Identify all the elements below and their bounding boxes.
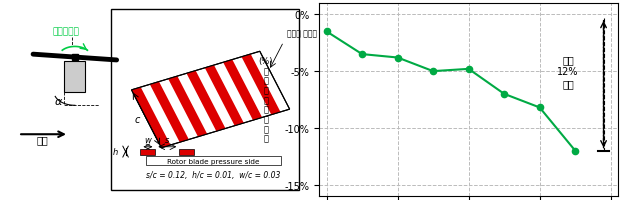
Text: 최대
12%
감소: 최대 12% 감소 — [557, 55, 579, 88]
Polygon shape — [241, 55, 280, 115]
Text: h: h — [113, 147, 118, 156]
Polygon shape — [150, 82, 189, 143]
Polygon shape — [132, 52, 290, 148]
Text: Rotor blade pressure side: Rotor blade pressure side — [167, 158, 260, 164]
Polygon shape — [223, 60, 262, 121]
Bar — [110, 10, 298, 190]
Text: s/c = 0.12,  h/c = 0.01,  w/c = 0.03: s/c = 0.12, h/c = 0.01, w/c = 0.03 — [147, 170, 281, 179]
Polygon shape — [132, 88, 170, 148]
Text: 피칭모멘트: 피칭모멘트 — [52, 28, 79, 37]
Bar — [179, 149, 194, 156]
Text: w: w — [145, 135, 152, 144]
Polygon shape — [168, 77, 207, 137]
Polygon shape — [187, 71, 225, 132]
Text: $\alpha$: $\alpha$ — [54, 96, 63, 106]
Text: 유동: 유동 — [36, 134, 48, 144]
Text: c: c — [135, 114, 140, 124]
Polygon shape — [205, 66, 244, 126]
Text: (%)
예
취
모
멘
트
변
화
율: (%) 예 취 모 멘 트 변 화 율 — [258, 57, 273, 143]
Bar — [140, 149, 155, 156]
Text: 종방향 스트립: 종방향 스트립 — [286, 30, 317, 39]
Text: s: s — [165, 135, 170, 144]
Bar — [64, 62, 85, 92]
Bar — [147, 157, 281, 165]
